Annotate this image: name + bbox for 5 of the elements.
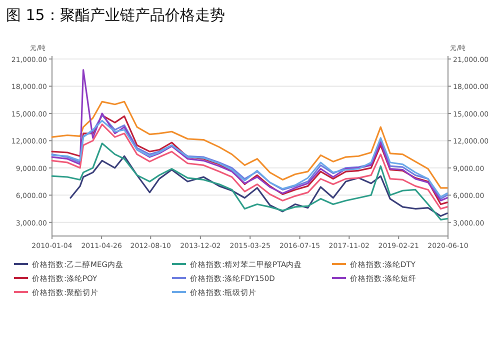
line-series	[70, 155, 448, 217]
line-series	[51, 142, 448, 220]
line-series	[51, 100, 448, 189]
chart-title: 图 15：聚酯产业链产品价格走势	[6, 6, 225, 24]
line-series	[51, 69, 448, 202]
